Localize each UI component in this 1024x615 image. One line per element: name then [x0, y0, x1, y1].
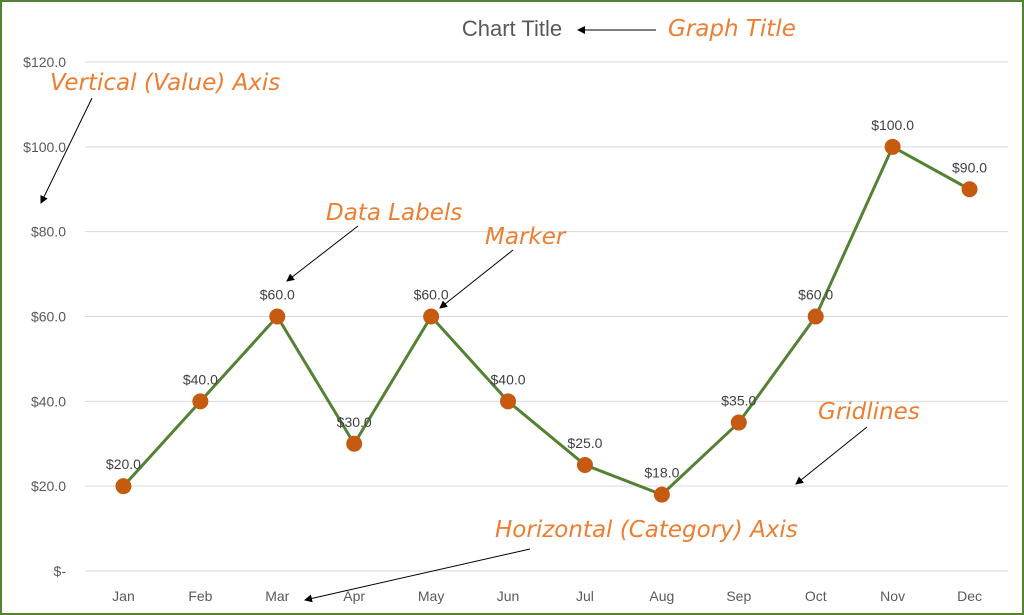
data-label: $60.0 [260, 287, 295, 303]
arrow-marker [439, 249, 514, 309]
data-point-marker [884, 138, 901, 155]
gridlines [85, 61, 1008, 572]
data-label: $90.0 [952, 159, 987, 175]
y-tick-label: $40.0 [31, 393, 66, 409]
data-point-marker [346, 435, 363, 452]
data-label: $18.0 [644, 465, 679, 481]
x-tick-label: Dec [957, 588, 982, 604]
y-tick-label: $20.0 [31, 478, 66, 494]
arrow-vertical-axis [40, 97, 93, 204]
data-point-marker [269, 308, 286, 325]
markers [115, 138, 978, 503]
y-tick-label: $- [54, 563, 67, 579]
x-tick-label: Sep [726, 588, 751, 604]
data-point-marker [961, 181, 978, 198]
annotation-horizontal-axis: Horizontal (Category) Axis [495, 517, 798, 543]
x-tick-label: Jun [497, 588, 520, 604]
data-point-marker [500, 393, 517, 410]
data-label: $30.0 [337, 414, 372, 430]
x-tick-label: Mar [265, 588, 289, 604]
data-label: $20.0 [106, 456, 141, 472]
data-point-marker [807, 308, 824, 325]
x-tick-label: Aug [649, 588, 674, 604]
annotation-data-labels: Data Labels [326, 200, 462, 226]
data-label: $40.0 [183, 371, 218, 387]
arrow-data-labels [286, 225, 359, 282]
x-tick-label: Nov [880, 588, 905, 604]
x-tick-label: Apr [343, 588, 365, 604]
data-label: $100.0 [871, 117, 914, 133]
data-point-marker [730, 414, 747, 431]
y-axis-ticks: $- $20.0 $40.0 $60.0 $80.0 $100.0 $120.0 [23, 54, 66, 579]
data-point-marker [192, 393, 209, 410]
annotation-graph-title: Graph Title [668, 16, 796, 42]
y-tick-label: $80.0 [31, 224, 66, 240]
annotation-gridlines: Gridlines [818, 399, 920, 425]
y-tick-label: $100.0 [23, 139, 66, 155]
y-tick-label: $60.0 [31, 309, 66, 325]
x-tick-label: May [418, 588, 444, 604]
data-label: $40.0 [491, 371, 526, 387]
x-tick-label: Jul [576, 588, 594, 604]
x-tick-label: Oct [805, 588, 827, 604]
data-point-marker [115, 478, 132, 495]
arrow-gridlines [795, 426, 868, 485]
data-label: $25.0 [567, 435, 602, 451]
x-tick-label: Jan [112, 588, 135, 604]
data-point-marker [653, 486, 670, 503]
data-label: $35.0 [721, 393, 756, 409]
data-point-marker [576, 456, 593, 473]
arrow-horizontal-axis [304, 548, 531, 603]
x-tick-label: Feb [188, 588, 212, 604]
y-tick-label: $120.0 [23, 54, 66, 70]
series-line [122, 144, 971, 497]
annotation-vertical-axis: Vertical (Value) Axis [50, 70, 280, 96]
data-labels: $20.0 $40.0 $60.0 $30.0 $60.0 $40.0 $25.0 $18.0… [106, 117, 987, 481]
chart-title: Chart Title [462, 16, 562, 41]
data-label: $60.0 [798, 287, 833, 303]
annotation-marker: Marker [485, 224, 567, 250]
data-label: $60.0 [414, 287, 449, 303]
x-axis-ticks: Jan Feb Mar Apr May Jun Jul Aug Sep Oct Nov Dec [112, 588, 982, 604]
data-point-marker [423, 308, 440, 325]
